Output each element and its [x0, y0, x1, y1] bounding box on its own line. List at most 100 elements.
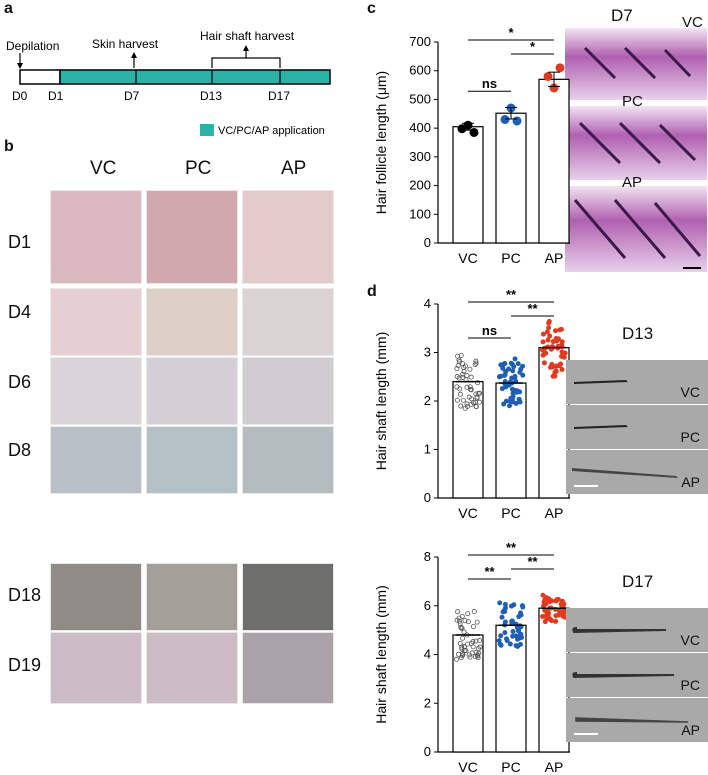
data-point — [512, 116, 522, 126]
histology-label: AP — [622, 174, 643, 191]
data-point — [554, 338, 560, 344]
data-point — [510, 399, 516, 405]
y-tick-label: 4 — [424, 647, 431, 662]
y-tick-label: 4 — [424, 296, 431, 311]
skin-photo — [242, 190, 334, 284]
skin-harvest-label: Skin harvest — [92, 37, 159, 51]
bar — [452, 126, 484, 244]
data-point — [497, 600, 503, 606]
data-point — [509, 618, 515, 624]
row-label: D18 — [8, 585, 42, 605]
timeline-diagram: Depilation Skin harvest Hair shaft harve… — [6, 29, 331, 137]
y-axis-label: Hair shaft length (mm) — [373, 585, 389, 723]
data-point — [546, 325, 552, 331]
data-point — [541, 360, 547, 366]
column-header-ap: AP — [281, 158, 307, 179]
data-point — [500, 609, 506, 615]
skin-photo — [146, 563, 238, 631]
y-tick-label: 600 — [409, 63, 431, 78]
skin-photo — [242, 288, 334, 356]
data-point — [560, 613, 566, 619]
data-point — [501, 401, 507, 407]
data-point — [519, 634, 525, 640]
data-point — [555, 63, 565, 73]
data-point — [476, 399, 482, 405]
column-header-pc: PC — [185, 158, 212, 179]
histology-label: PC — [622, 93, 643, 110]
data-point — [545, 337, 551, 343]
skin-photo — [146, 426, 238, 494]
data-point — [559, 349, 565, 355]
row-label: D1 — [8, 232, 32, 252]
data-point — [506, 366, 512, 372]
x-tick-label: VC — [458, 250, 477, 266]
data-point — [508, 603, 514, 609]
row-label: D4 — [8, 302, 32, 322]
data-point — [552, 373, 558, 379]
data-point — [509, 361, 515, 367]
strip-label: VC — [680, 384, 700, 400]
data-point — [473, 638, 479, 644]
data-point — [465, 611, 471, 617]
y-tick-label: 0 — [424, 744, 431, 759]
histology-images — [565, 28, 707, 272]
data-point — [503, 384, 509, 390]
data-point — [473, 360, 479, 366]
data-point — [473, 403, 479, 409]
data-point — [545, 613, 551, 619]
data-point — [454, 374, 460, 380]
hair-strip-d17-vc: VC — [566, 608, 708, 652]
data-point — [500, 365, 506, 371]
data-point — [504, 636, 510, 642]
y-tick-label: 500 — [409, 91, 431, 106]
data-point — [517, 399, 523, 405]
skin-photo — [146, 632, 238, 704]
strip-label: AP — [681, 722, 700, 738]
data-point — [455, 353, 461, 359]
significance-label: ns — [482, 323, 497, 338]
legend-label: VC/PC/AP application — [218, 125, 325, 137]
data-point — [518, 610, 524, 616]
data-point — [517, 369, 523, 375]
significance-label: ** — [506, 540, 517, 555]
data-point — [498, 373, 504, 379]
strips-d17-title: D17 — [622, 572, 654, 591]
panel-letter-d: d — [367, 283, 377, 300]
data-point — [509, 386, 515, 392]
data-point — [457, 391, 463, 397]
data-point — [466, 652, 472, 658]
data-point — [474, 619, 480, 625]
x-tick-label: VC — [458, 505, 477, 521]
row-label: D6 — [8, 372, 32, 392]
data-point — [520, 604, 526, 610]
data-point — [554, 597, 560, 603]
skin-photo — [242, 563, 334, 631]
x-tick-label: PC — [501, 505, 520, 521]
y-axis-label: Hair follicle length (μm) — [373, 71, 389, 214]
data-point — [497, 641, 503, 647]
data-point — [512, 356, 518, 362]
strip-label: PC — [680, 677, 700, 693]
data-point — [500, 115, 510, 125]
data-point — [540, 331, 546, 337]
data-point — [455, 397, 461, 403]
y-tick-label: 6 — [424, 598, 431, 613]
data-point — [499, 614, 505, 620]
data-point — [460, 635, 466, 641]
data-point — [540, 613, 546, 619]
hair-strip-d17-pc: PC — [566, 653, 708, 697]
data-point — [467, 387, 473, 393]
data-point — [474, 395, 480, 401]
x-tick-label: AP — [545, 505, 564, 521]
data-point — [558, 361, 564, 367]
data-point — [546, 596, 552, 602]
y-tick-label: 200 — [409, 178, 431, 193]
data-point — [461, 644, 467, 650]
data-point — [513, 643, 519, 649]
hair-shaft-harvest-label: Hair shaft harvest — [200, 29, 295, 43]
strip-label: AP — [681, 474, 700, 490]
strip-label: PC — [680, 429, 700, 445]
panel-letter-c: c — [367, 0, 376, 17]
significance-label: * — [530, 39, 536, 54]
strips-d13-title: D13 — [622, 324, 654, 343]
